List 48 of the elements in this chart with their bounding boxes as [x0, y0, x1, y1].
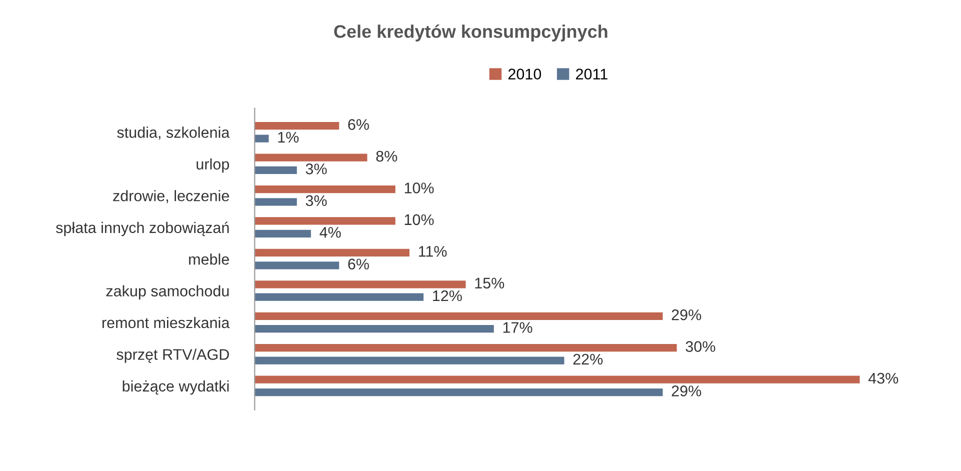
bar [254, 293, 424, 301]
data-label: 3% [306, 164, 327, 174]
bar [254, 262, 340, 270]
bar [254, 356, 564, 364]
legend-label: 2011 [576, 68, 608, 80]
data-label: 10% [404, 214, 434, 226]
y-tick-label: urlop [196, 158, 230, 173]
data-label: 11% [418, 246, 447, 257]
data-label: 4% [320, 227, 341, 238]
data-label: 15% [475, 278, 504, 289]
data-label: 6% [348, 119, 369, 130]
bar [254, 198, 297, 206]
bar [254, 280, 466, 288]
bar [254, 134, 269, 142]
bar [254, 388, 663, 396]
bar [254, 166, 297, 174]
data-label: 43% [868, 372, 898, 384]
bar [254, 325, 494, 333]
data-label: 29% [672, 386, 702, 396]
data-label: 10% [404, 182, 434, 194]
data-label: 6% [348, 258, 369, 270]
bar [254, 185, 396, 194]
bar [254, 230, 311, 238]
y-tick-label: zakup samochodu [106, 285, 229, 300]
data-label: 29% [672, 309, 702, 320]
y-tick-label: bieżące wydatki [122, 380, 229, 395]
chart-title: Cele kredytów konsumpcyjnych [334, 24, 608, 42]
bar [254, 344, 677, 352]
legend-label: 2010 [508, 68, 542, 80]
data-label: 1% [278, 132, 299, 143]
data-label: 8% [376, 150, 398, 162]
data-label: 17% [503, 322, 532, 333]
bar [254, 248, 410, 257]
y-tick-label: meble [189, 254, 229, 265]
bar [254, 217, 396, 225]
y-tick-label: studia, szkolenia [117, 126, 230, 140]
data-label: 30% [686, 341, 716, 352]
bar [254, 154, 368, 162]
data-label: 12% [433, 290, 462, 302]
bar [254, 122, 340, 130]
y-tick-label: spłata innych zobowiązań [56, 222, 229, 236]
y-tick-label: remont mieszkania [102, 316, 230, 328]
y-tick-label: sprzęt RTV/AGD [116, 348, 229, 363]
bar [254, 312, 663, 320]
y-tick-label: zdrowie, leczenie [113, 190, 229, 204]
data-label: 22% [573, 354, 603, 365]
bar [254, 376, 860, 384]
data-label: 3% [306, 195, 327, 206]
